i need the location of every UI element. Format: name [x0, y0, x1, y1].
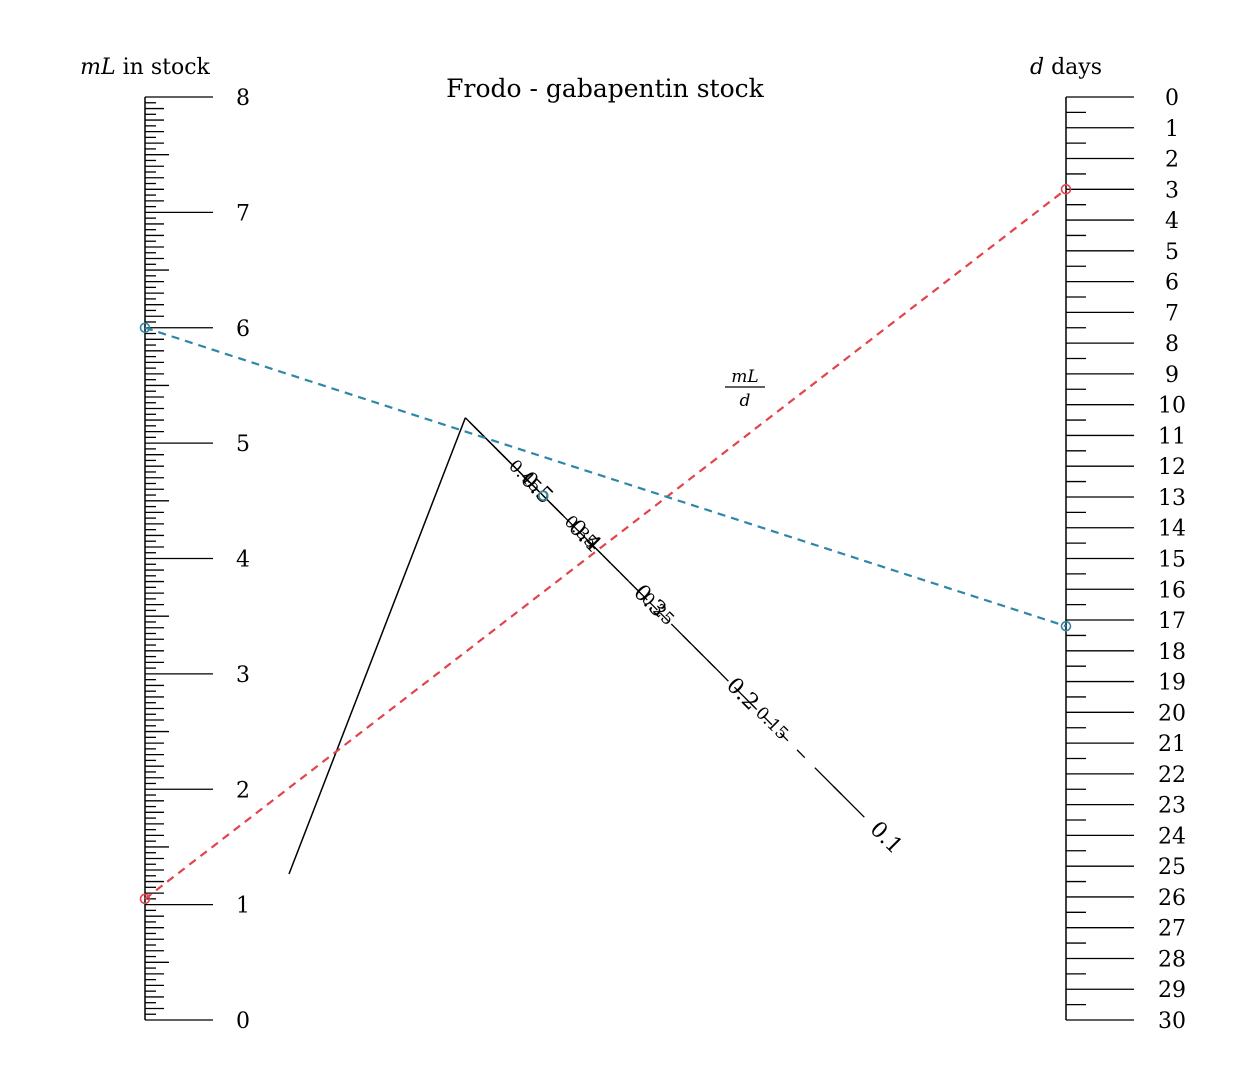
reading-marker-red	[139, 893, 151, 905]
reading-line-red	[144, 188, 1067, 900]
right-axis-title: d days	[1030, 55, 1102, 80]
left-axis-tick-label: 4	[236, 548, 250, 573]
reading-marker-blue	[537, 490, 549, 502]
right-axis-tick-label: 0	[1165, 86, 1179, 111]
middle-axis-tick	[570, 522, 580, 532]
left-axis-tick-label: 6	[236, 317, 250, 342]
middle-axis-tick	[720, 672, 729, 682]
right-axis-tick-label: 8	[1165, 332, 1179, 357]
right-axis-tick-label: 11	[1158, 424, 1186, 449]
right-axis-tick-label: 12	[1158, 455, 1186, 480]
right-axis-tick-label: 27	[1158, 917, 1186, 942]
right-axis-tick-label: 15	[1158, 548, 1186, 573]
middle-axis-tick	[563, 515, 572, 525]
left-axis-tick-label: 5	[236, 432, 250, 457]
middle-axis-fraction: mL d	[725, 367, 765, 411]
middle-axis-tick	[577, 530, 629, 581]
reading-marker-red	[1060, 184, 1072, 195]
right-axis-tick-label: 29	[1158, 978, 1186, 1003]
right-axis-tick-label: 23	[1158, 794, 1186, 819]
right-axis-tick-label: 4	[1165, 209, 1179, 234]
left-axis-tick-label: 2	[236, 778, 250, 803]
right-axis-tick-label: 21	[1158, 732, 1186, 757]
right-axis-tick-label: 28	[1158, 947, 1186, 972]
right-axis-tick-label: 5	[1165, 240, 1179, 265]
reading-marker-blue	[1060, 620, 1072, 632]
right-axis-tick-label: 2	[1165, 148, 1179, 173]
left-axis-tick-label: 0	[236, 1009, 250, 1034]
reading-marker-blue	[139, 322, 151, 334]
middle-axis-tick	[649, 601, 658, 611]
right-axis-tick-label: 14	[1158, 517, 1186, 542]
middle-axis-tick	[512, 465, 564, 516]
svg-text:mL: mL	[731, 367, 758, 387]
middle-axis-major-label: 0.1	[865, 817, 907, 859]
middle-axis-tick	[659, 612, 669, 622]
right-axis-tick-label: 3	[1165, 178, 1179, 203]
right-axis-tick-label: 1	[1165, 117, 1179, 142]
left-axis-title: mL in stock	[80, 55, 210, 80]
right-axis-tick-label: 30	[1158, 1009, 1186, 1034]
right-axis-tick-label: 26	[1158, 886, 1186, 911]
left-axis: 0 1 2 3 4 5 6 7 8	[144, 86, 250, 1034]
right-axis-tick-label: 18	[1158, 640, 1186, 665]
middle-axis-tick	[763, 716, 773, 726]
right-axis-tick-label: 13	[1158, 486, 1186, 511]
right-axis-tick-label: 10	[1158, 394, 1186, 419]
right-axis-tick-label: 24	[1158, 824, 1186, 849]
left-axis-tick-label: 8	[236, 86, 250, 111]
right-axis-tick-label: 9	[1165, 363, 1179, 388]
middle-axis-tick	[779, 732, 789, 742]
middle-axis-tick	[733, 686, 755, 708]
middle-axis-line	[288, 417, 467, 875]
right-axis-tick-label: 20	[1158, 701, 1186, 726]
right-axis: 0123456789101112131415161718192021222324…	[1065, 86, 1186, 1034]
middle-axis-tick	[796, 749, 806, 759]
middle-axis-tick	[814, 767, 865, 818]
svg-text:d: d	[740, 391, 751, 411]
right-axis-tick-label: 7	[1165, 301, 1179, 326]
right-axis-tick-label: 19	[1158, 671, 1186, 696]
right-axis-tick-label: 6	[1165, 271, 1179, 296]
left-axis-tick-label: 3	[236, 663, 250, 688]
middle-axis-tick	[670, 623, 722, 674]
left-axis-tick-label: 1	[236, 894, 250, 919]
middle-axis-tick	[464, 417, 516, 468]
right-axis-tick-label: 16	[1158, 578, 1186, 603]
right-axis-tick-label: 17	[1158, 609, 1186, 634]
middle-axis-tick	[639, 591, 648, 601]
reading-line-blue	[144, 326, 1067, 628]
right-axis-tick-label: 25	[1158, 855, 1186, 880]
chart-title: Frodo - gabapentin stock	[446, 74, 764, 103]
reading-lines	[139, 184, 1072, 905]
left-axis-tick-label: 7	[236, 201, 250, 226]
right-axis-tick-label: 22	[1158, 763, 1186, 788]
middle-axis: 0.10.20.30.40.50.150.250.350.45	[288, 417, 907, 875]
